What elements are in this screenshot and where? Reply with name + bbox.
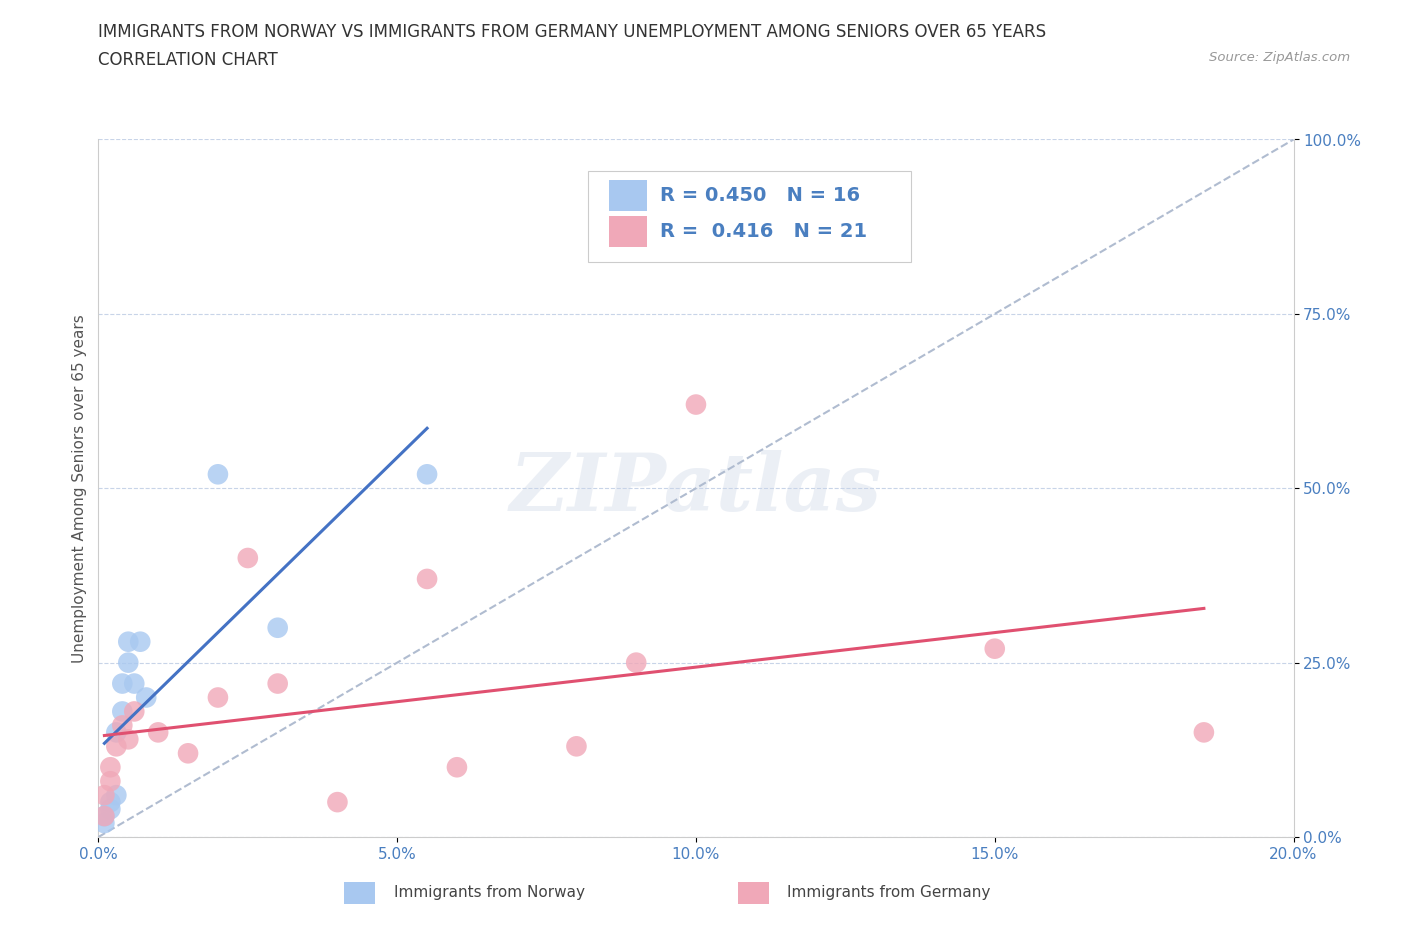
- Point: [111, 676, 134, 691]
- Point: [105, 738, 128, 753]
- Point: [93, 809, 115, 824]
- Point: [267, 620, 290, 635]
- Point: [111, 704, 134, 719]
- Point: [624, 655, 647, 670]
- Point: [93, 816, 115, 830]
- FancyBboxPatch shape: [609, 217, 647, 247]
- Point: [129, 634, 152, 649]
- Point: [416, 571, 439, 587]
- Point: [177, 746, 200, 761]
- Point: [685, 397, 707, 412]
- Point: [117, 634, 139, 649]
- Point: [236, 551, 259, 565]
- Text: CORRELATION CHART: CORRELATION CHART: [98, 51, 278, 69]
- Point: [1192, 725, 1215, 740]
- Point: [105, 725, 128, 740]
- Point: [565, 738, 588, 753]
- Point: [117, 732, 139, 747]
- Point: [98, 794, 122, 809]
- Point: [111, 718, 134, 733]
- Point: [446, 760, 468, 775]
- Point: [124, 676, 146, 691]
- Point: [135, 690, 157, 705]
- Point: [93, 809, 115, 824]
- Point: [98, 802, 122, 817]
- Point: [124, 704, 146, 719]
- Text: R = 0.450   N = 16: R = 0.450 N = 16: [661, 186, 860, 205]
- Point: [207, 467, 229, 482]
- Text: R =  0.416   N = 21: R = 0.416 N = 21: [661, 222, 868, 241]
- Y-axis label: Unemployment Among Seniors over 65 years: Unemployment Among Seniors over 65 years: [72, 314, 87, 662]
- Point: [98, 774, 122, 789]
- Point: [93, 788, 115, 803]
- FancyBboxPatch shape: [588, 171, 911, 261]
- Point: [983, 642, 1005, 657]
- Text: Source: ZipAtlas.com: Source: ZipAtlas.com: [1209, 51, 1350, 64]
- Point: [148, 725, 170, 740]
- FancyBboxPatch shape: [609, 180, 647, 211]
- Text: Immigrants from Germany: Immigrants from Germany: [787, 885, 991, 900]
- Point: [416, 467, 439, 482]
- Text: ZIPatlas: ZIPatlas: [510, 449, 882, 527]
- Point: [105, 788, 128, 803]
- Text: Immigrants from Norway: Immigrants from Norway: [394, 885, 585, 900]
- Point: [207, 690, 229, 705]
- Point: [98, 760, 122, 775]
- Point: [326, 794, 349, 809]
- Point: [267, 676, 290, 691]
- Text: IMMIGRANTS FROM NORWAY VS IMMIGRANTS FROM GERMANY UNEMPLOYMENT AMONG SENIORS OVE: IMMIGRANTS FROM NORWAY VS IMMIGRANTS FRO…: [98, 23, 1046, 41]
- Point: [117, 655, 139, 670]
